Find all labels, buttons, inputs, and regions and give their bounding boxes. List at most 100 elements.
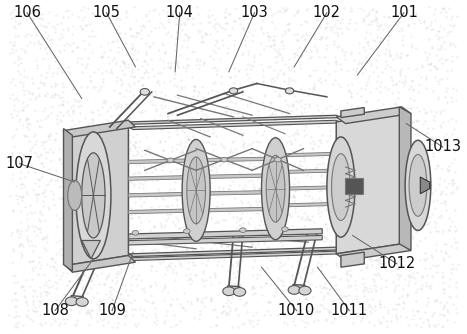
- Point: [317, 141, 325, 146]
- Point: [277, 40, 285, 45]
- Point: [46, 291, 53, 296]
- Point: [334, 142, 342, 147]
- Point: [98, 70, 106, 75]
- Point: [203, 295, 210, 300]
- Point: [134, 131, 141, 136]
- Point: [195, 88, 202, 94]
- Point: [198, 277, 205, 282]
- Point: [304, 321, 312, 326]
- Point: [28, 145, 35, 150]
- Point: [90, 271, 97, 276]
- Point: [396, 195, 404, 200]
- Point: [283, 172, 290, 178]
- Point: [162, 217, 170, 223]
- Point: [170, 246, 178, 252]
- Point: [318, 285, 325, 291]
- Point: [45, 284, 52, 290]
- Point: [109, 259, 117, 265]
- Point: [24, 307, 31, 313]
- Point: [430, 63, 437, 69]
- Point: [208, 88, 216, 93]
- Point: [452, 97, 460, 102]
- Point: [300, 259, 308, 264]
- Point: [66, 257, 73, 262]
- Point: [19, 88, 27, 93]
- Point: [88, 29, 96, 34]
- Point: [64, 234, 71, 239]
- Point: [66, 165, 74, 170]
- Point: [140, 70, 147, 76]
- Point: [27, 162, 35, 168]
- Point: [219, 185, 226, 191]
- Point: [386, 244, 394, 249]
- Point: [16, 175, 23, 181]
- Point: [164, 237, 171, 243]
- Point: [336, 26, 344, 31]
- Point: [51, 80, 59, 85]
- Point: [195, 28, 202, 33]
- Point: [100, 317, 107, 322]
- Point: [392, 118, 400, 123]
- Point: [304, 216, 312, 222]
- Point: [17, 185, 24, 190]
- Circle shape: [299, 286, 311, 295]
- Point: [238, 210, 246, 215]
- Point: [374, 97, 382, 103]
- Point: [26, 317, 34, 322]
- Point: [351, 26, 359, 32]
- Point: [304, 7, 311, 12]
- Point: [384, 311, 391, 316]
- Point: [164, 29, 172, 35]
- Point: [452, 87, 460, 93]
- Point: [24, 12, 32, 17]
- Point: [278, 197, 285, 203]
- Point: [57, 252, 65, 258]
- Point: [213, 21, 220, 26]
- Point: [285, 172, 292, 177]
- Point: [320, 284, 328, 289]
- Point: [184, 267, 192, 272]
- Ellipse shape: [327, 137, 355, 237]
- Point: [194, 196, 201, 202]
- Point: [110, 235, 118, 240]
- Point: [446, 22, 454, 27]
- Point: [237, 199, 245, 204]
- Point: [300, 167, 307, 173]
- Point: [298, 86, 305, 91]
- Point: [383, 205, 390, 211]
- Point: [242, 300, 249, 305]
- Point: [94, 66, 101, 72]
- Point: [325, 120, 333, 126]
- Point: [70, 291, 77, 297]
- Point: [43, 262, 51, 267]
- Point: [364, 167, 372, 172]
- Point: [44, 33, 51, 38]
- Point: [285, 21, 292, 26]
- Point: [60, 132, 67, 137]
- Point: [37, 151, 45, 157]
- Point: [285, 181, 292, 187]
- Point: [351, 302, 358, 307]
- Point: [360, 287, 368, 293]
- Point: [99, 317, 106, 322]
- Point: [202, 236, 210, 241]
- Point: [393, 271, 401, 277]
- Point: [142, 193, 149, 198]
- Point: [14, 113, 21, 118]
- Point: [297, 308, 304, 313]
- Point: [309, 147, 317, 152]
- Point: [387, 216, 395, 221]
- Point: [297, 275, 305, 280]
- Point: [438, 43, 445, 48]
- Point: [217, 310, 225, 316]
- Point: [152, 254, 160, 259]
- Point: [200, 232, 207, 238]
- Point: [427, 26, 435, 31]
- Point: [385, 195, 393, 201]
- Point: [24, 153, 32, 158]
- Point: [10, 49, 17, 54]
- Point: [305, 229, 313, 234]
- Point: [302, 234, 310, 240]
- Point: [22, 278, 29, 283]
- Point: [42, 155, 50, 161]
